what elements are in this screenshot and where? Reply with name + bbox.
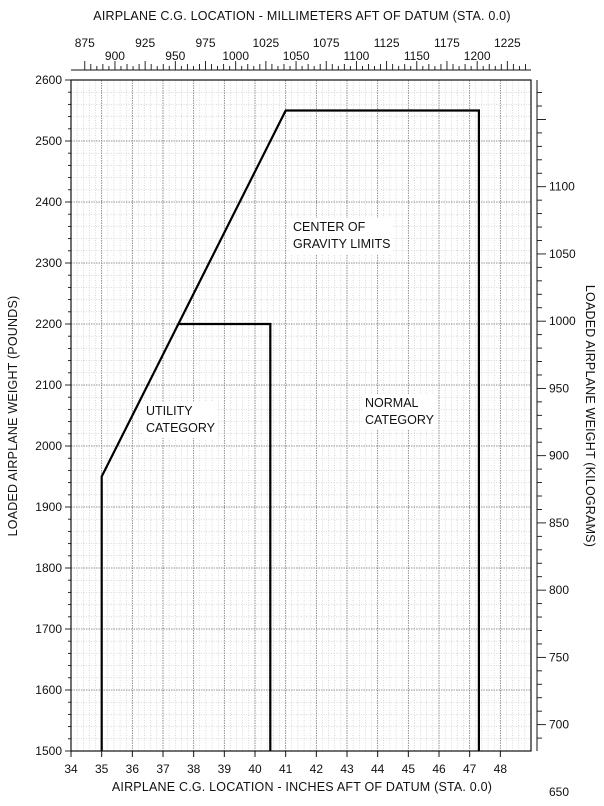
x-inch-tick-label: 42	[310, 762, 324, 776]
y-lb-tick-label: 2400	[35, 195, 62, 209]
x-inch-tick-label: 40	[248, 762, 262, 776]
right-axis-title: LOADED AIRPLANE WEIGHT (KILOGRAMS)	[583, 284, 597, 548]
y-kg-tick-label: 800	[549, 583, 569, 597]
y-lb-tick-label: 1700	[35, 622, 62, 636]
utility-label-line2: CATEGORY	[146, 421, 215, 435]
bottom-axis-title: AIRPLANE C.G. LOCATION - INCHES AFT OF D…	[111, 780, 493, 794]
y-lb-tick-label: 2200	[35, 317, 62, 331]
x-inch-tick-label: 44	[371, 762, 385, 776]
utility-category-envelope	[178, 322, 272, 751]
y-kg-tick-label: 1100	[549, 180, 575, 194]
x-mm-tick-label: 1150	[404, 49, 430, 63]
y-lb-tick-label: 1800	[35, 561, 62, 575]
plot-frame	[70, 79, 532, 752]
x-inch-tick-label: 38	[187, 762, 201, 776]
y-lb-tick-label: 2500	[35, 134, 62, 148]
x-mm-tick-label: 1050	[283, 49, 310, 63]
y-lb-tick-label: 2100	[35, 378, 62, 392]
x-mm-tick-label: 925	[135, 36, 155, 50]
x-inch-tick-label: 39	[218, 762, 232, 776]
x-inch-tick-label: 46	[432, 762, 446, 776]
x-mm-tick-label: 975	[195, 36, 215, 50]
x-mm-tick-label: 1225	[494, 36, 521, 50]
y-lb-tick-label: 1900	[35, 500, 62, 514]
y-lb-tick-label: 1600	[35, 683, 62, 697]
x-inch-tick-label: 43	[340, 762, 354, 776]
x-mm-tick-label: 1125	[374, 36, 400, 50]
y-lb-tick-label: 2600	[35, 73, 62, 87]
x-mm-tick-label: 1175	[434, 36, 460, 50]
x-inch-tick-label: 47	[463, 762, 477, 776]
x-mm-tick-label: 875	[75, 36, 95, 50]
top-axis-title: AIRPLANE C.G. LOCATION - MILLIMETERS AFT…	[93, 9, 511, 23]
x-inch-tick-label: 41	[279, 762, 293, 776]
cg-limits-label-line1: CENTER OF	[293, 220, 366, 234]
cg-limits-label-line2: GRAVITY LIMITS	[293, 237, 391, 251]
left-axis-title: LOADED AIRPLANE WEIGHT (POUNDS)	[6, 295, 20, 537]
chart-grid	[70, 79, 532, 752]
x-inch-tick-label: 45	[402, 762, 416, 776]
y-kg-tick-label: 900	[549, 449, 569, 463]
x-mm-tick-label: 950	[165, 49, 185, 63]
chart-axes: 34 35 36 37 38 39 40 41 42 43 44 45 46 47 48 875 900 925 9…	[35, 36, 576, 799]
y-kg-tick-label: 650	[549, 785, 569, 799]
normal-label-line1: NORMAL	[365, 396, 419, 410]
y-kg-tick-label: 750	[549, 650, 569, 664]
y-kg-tick-label: 850	[549, 516, 569, 530]
x-inch-tick-label: 34	[64, 762, 78, 776]
y-kg-tick-label: 950	[549, 381, 569, 395]
x-mm-tick-label: 1200	[464, 49, 491, 63]
y-kg-tick-label: 700	[549, 718, 569, 732]
x-mm-tick-label: 1000	[222, 49, 249, 63]
normal-label-line2: CATEGORY	[365, 413, 434, 427]
normal-category-label: NORMAL CATEGORY	[362, 394, 437, 430]
x-mm-tick-label: 1025	[253, 36, 280, 50]
cg-limits-label: CENTER OF GRAVITY LIMITS	[290, 218, 394, 254]
x-inch-tick-label: 35	[95, 762, 109, 776]
y-lb-tick-label: 1500	[35, 744, 62, 758]
plot-area	[71, 80, 531, 751]
x-inch-tick-label: 48	[494, 762, 508, 776]
x-inch-tick-label: 36	[126, 762, 140, 776]
chart-series	[100, 109, 480, 751]
utility-category-label: UTILITY CATEGORY	[143, 402, 218, 438]
y-kg-tick-label: 1000	[549, 314, 576, 328]
x-inch-tick-label: 37	[156, 762, 170, 776]
y-lb-tick-label: 2000	[35, 439, 62, 453]
x-mm-tick-label: 1075	[313, 36, 340, 50]
y-lb-tick-label: 2300	[35, 256, 62, 270]
x-mm-tick-label: 900	[105, 49, 125, 63]
utility-label-line1: UTILITY	[146, 404, 193, 418]
y-kg-tick-label: 1050	[549, 247, 576, 261]
normal-category-envelope	[100, 109, 480, 751]
x-mm-tick-label: 1100	[344, 49, 370, 63]
